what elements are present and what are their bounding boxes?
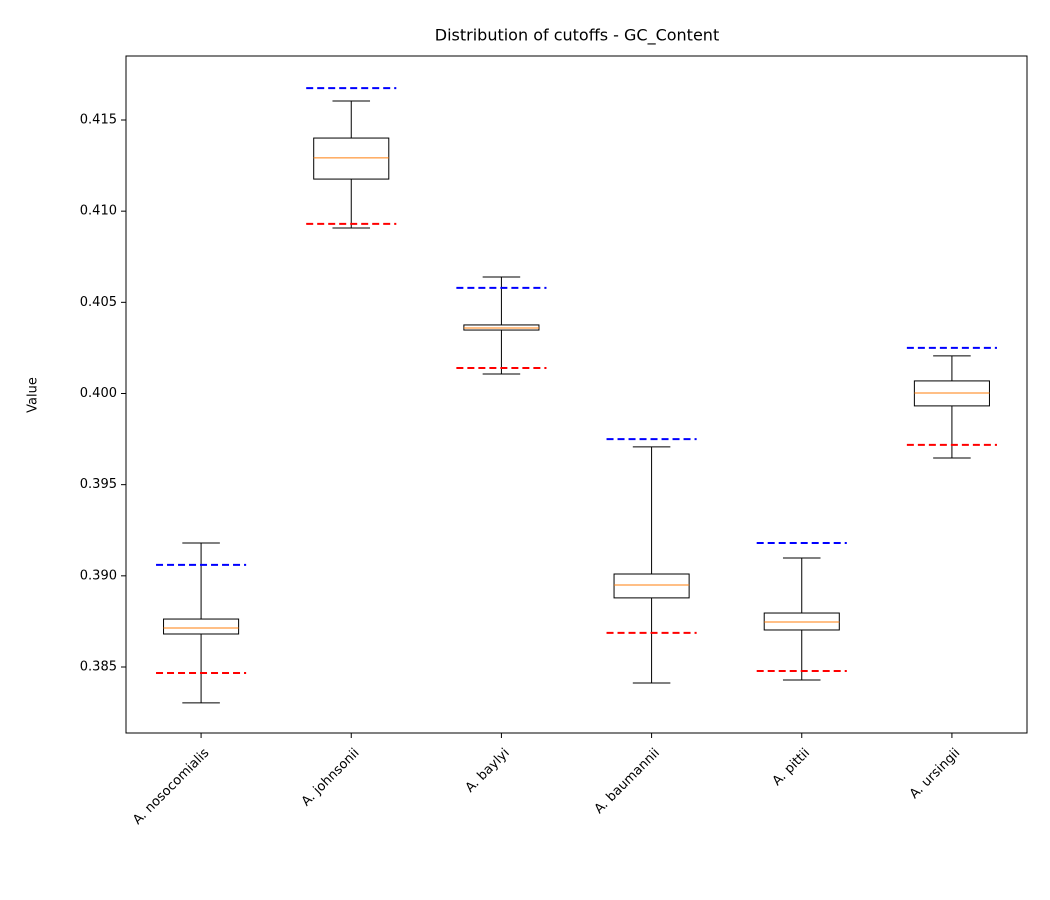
- y-tick-label: 0.390: [80, 568, 117, 583]
- x-tick-label: A. baumannii: [592, 746, 663, 817]
- box: [463, 324, 540, 331]
- chart-title: Distribution of cutoffs - GC_Content: [435, 26, 719, 46]
- y-tick-label: 0.405: [80, 295, 117, 310]
- box: [313, 137, 390, 180]
- y-tick-label: 0.410: [80, 204, 117, 219]
- x-tick-label: A. pittii: [770, 746, 813, 789]
- x-tick-label: A. nosocomialis: [130, 746, 212, 828]
- x-tick-label: A. johnsonii: [299, 746, 363, 810]
- box: [613, 573, 690, 599]
- x-tick-label: A. baylyi: [463, 746, 513, 796]
- y-tick-label: 0.385: [80, 659, 117, 674]
- y-tick-label: 0.415: [80, 112, 117, 127]
- plot-frame: [125, 55, 1028, 734]
- box: [163, 618, 240, 635]
- y-axis-label: Value: [26, 377, 41, 413]
- y-tick-label: 0.395: [80, 477, 117, 492]
- y-tick-label: 0.400: [80, 386, 117, 401]
- x-tick-label: A. ursingii: [907, 746, 963, 802]
